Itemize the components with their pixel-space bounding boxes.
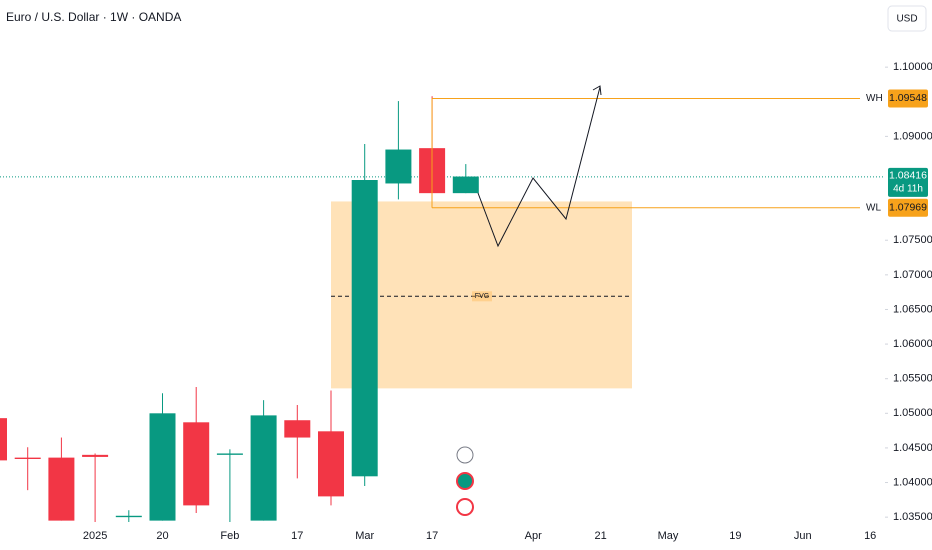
level-tag [888,89,928,108]
level-name: WL [866,202,881,213]
candle-body [351,180,378,477]
x-tick-label: 19 [729,530,741,542]
candle-body [48,457,75,521]
last-price-label: 1.08416 [889,170,927,182]
level-tag-label: 1.09548 [889,92,927,104]
y-tick-label: 1.09000 [893,130,932,142]
y-tick-label: 1.04000 [893,476,932,488]
fvg-label-bg [472,291,492,302]
candle-body [115,515,142,518]
candle-body [250,415,277,521]
projection-arrow [592,85,602,96]
x-tick-label: 16 [864,530,876,542]
candle-body [0,418,7,461]
last-price-tag [888,167,928,197]
x-tick-label: May [658,530,679,542]
x-tick-label: 17 [426,530,438,542]
level-tag-label: 1.07969 [889,202,927,214]
projection-path [477,86,601,248]
candle-body [216,453,243,455]
fvg-zone [331,201,632,389]
candle-body [385,149,412,184]
candle-body [82,454,109,457]
event-icon[interactable] [456,446,474,464]
y-tick-label: 1.06500 [893,303,932,315]
level-tag [888,198,928,217]
y-tick-label: 1.07500 [893,234,932,246]
event-icon[interactable] [456,472,474,490]
y-tick-label: 1.05000 [893,407,932,419]
event-icon[interactable] [456,498,474,516]
plot-area: FVG WH WL 1.03500 1.04000 1.04500 1.05000 1.055… [0,61,932,542]
currency-button[interactable] [887,5,927,32]
y-tick-label: 1.04500 [893,442,932,454]
x-tick-label: Jun [794,530,812,542]
y-tick-label: 1.10000 [893,61,932,73]
x-tick-label: 2025 [83,530,107,542]
x-tick-label: Feb [220,530,239,542]
y-tick-label: 1.06000 [893,338,932,350]
currency-label[interactable]: USD [896,14,917,25]
candle-body [318,431,344,497]
x-tick-label: 21 [594,530,606,542]
x-tick-label: Mar [355,530,374,542]
x-tick-label: 20 [156,530,168,542]
candle-body [14,457,41,459]
candle-body [183,422,210,506]
candle-body [452,176,479,194]
y-tick-label: 1.07000 [893,269,932,281]
candle-body [284,420,311,438]
x-tick-label: 17 [291,530,303,542]
level-name: WH [866,93,883,104]
candle-body [149,413,176,521]
y-tick-label: 1.05500 [893,373,932,385]
fvg-label: FVG [475,293,489,300]
x-tick-label: Apr [525,530,542,542]
countdown-label: 4d 11h [893,183,923,194]
event-icons [456,446,474,516]
chart-title: Euro / U.S. Dollar · 1W · OANDA [6,10,181,24]
y-tick-label: 1.03500 [893,511,932,523]
